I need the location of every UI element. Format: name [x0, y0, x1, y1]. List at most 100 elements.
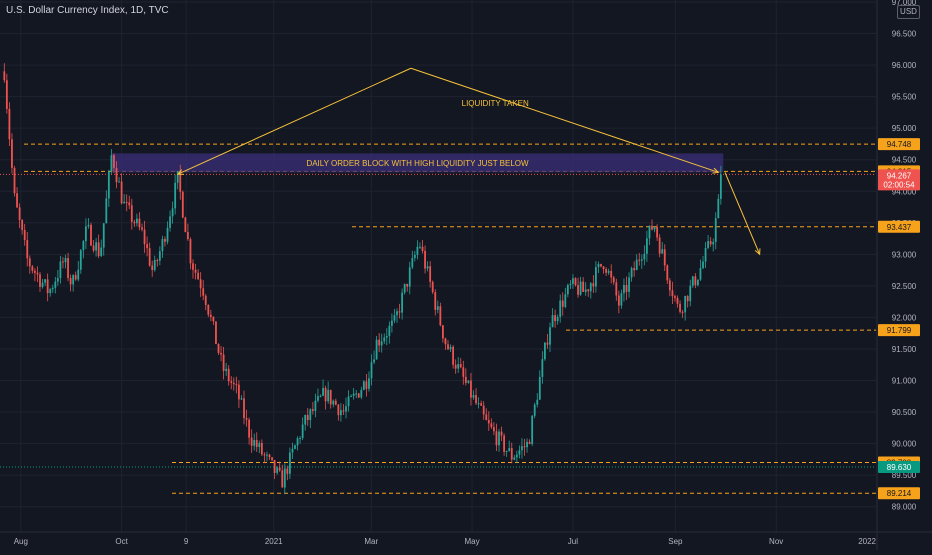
candle-body: [271, 457, 273, 461]
candle-body: [587, 289, 590, 292]
candle-body: [286, 468, 289, 474]
candle-body: [355, 393, 358, 395]
candle-body: [41, 282, 44, 287]
candle-body: [16, 193, 18, 208]
candle-body: [128, 202, 131, 206]
candle-body: [306, 414, 309, 421]
currency-badge[interactable]: USD: [897, 5, 920, 19]
candle-body: [498, 431, 500, 446]
candle-body: [133, 221, 136, 224]
candle-body: [130, 205, 133, 222]
candle-body: [100, 247, 103, 257]
y-tick-label: 92.000: [892, 313, 917, 322]
candle-body: [59, 261, 62, 278]
candle-body: [487, 419, 490, 424]
candle-body: [597, 263, 600, 268]
candle-body: [334, 400, 337, 405]
y-tick-label: 90.500: [892, 408, 917, 417]
candle-body: [278, 467, 281, 471]
candle-body: [215, 321, 217, 345]
x-tick-label: Mar: [364, 537, 378, 546]
countdown-label: 02:00:54: [883, 180, 915, 189]
candle-body: [304, 414, 307, 425]
candle-body: [158, 251, 161, 261]
time-axis[interactable]: Aug Oct 9 2021 Mar May Jul Sep Nov 2022: [0, 531, 932, 546]
drawings: LIQUIDITY TAKEN: [176, 67, 761, 256]
candle-body: [340, 410, 342, 416]
candle-body: [362, 381, 365, 390]
y-tick-label: 92.500: [892, 282, 917, 291]
candle-body: [620, 293, 623, 306]
candle-body: [431, 281, 434, 293]
candle-body: [3, 71, 6, 81]
candle-body: [536, 399, 539, 405]
candle-body: [345, 406, 347, 412]
candle-body: [148, 248, 151, 266]
candle-body: [554, 315, 557, 322]
candle-body: [615, 282, 618, 296]
candle-body: [23, 229, 26, 241]
candle-body: [39, 274, 41, 287]
candle-body: [227, 368, 230, 382]
y-tick-label: 95.000: [892, 124, 917, 133]
y-tick-label: 95.500: [892, 93, 917, 102]
candle-body: [291, 448, 294, 453]
candle-body: [452, 346, 455, 365]
candle-body: [523, 446, 526, 448]
candle-body: [184, 217, 187, 233]
candle-body: [564, 294, 567, 307]
candle-body: [31, 266, 34, 271]
candle-body: [617, 295, 620, 306]
candle-body: [628, 277, 630, 292]
candle-body: [217, 344, 220, 353]
candle-body: [113, 155, 115, 168]
candle-body: [79, 250, 82, 270]
candle-body: [260, 442, 263, 455]
candle-body: [589, 283, 592, 292]
candle-body: [475, 395, 477, 404]
candle-body: [633, 268, 636, 271]
candle-body: [120, 181, 123, 204]
candle-body: [314, 400, 317, 411]
candle-body: [493, 427, 495, 432]
candle-body: [197, 272, 200, 280]
candle-body: [34, 270, 36, 273]
candle-body: [143, 229, 146, 245]
candle-body: [408, 267, 411, 287]
candle-body: [485, 414, 488, 420]
arrow-head: [712, 167, 720, 174]
candle-body: [202, 288, 205, 296]
candle-body: [521, 446, 523, 451]
candle-body: [625, 285, 628, 292]
x-tick-label: May: [464, 537, 479, 546]
candle-body: [209, 314, 212, 317]
candle-body: [115, 167, 118, 183]
level-tag: [878, 324, 920, 337]
candle-body: [635, 259, 638, 271]
candle-body: [357, 393, 360, 398]
price-axis[interactable]: 89.000 89.500 90.000 90.500 91.000 91.500 92.0…: [876, 0, 932, 550]
level-tag-label: 94.748: [887, 140, 912, 149]
candle-body: [582, 281, 585, 292]
candle-body: [169, 216, 171, 228]
y-tick-label: 89.500: [892, 471, 917, 480]
candle-body: [436, 306, 439, 310]
candle-body: [125, 201, 128, 203]
candle-body: [365, 381, 368, 389]
candle-body: [5, 80, 8, 109]
candle-body: [426, 266, 429, 269]
candle-body: [360, 389, 363, 398]
x-tick-label: 2021: [265, 537, 283, 546]
order-block-zone: [111, 153, 724, 173]
candle-body: [495, 431, 498, 446]
prev-close-tag-label: 89.630: [887, 463, 912, 472]
candle-body: [107, 171, 110, 199]
candle-body: [378, 339, 381, 346]
candle-body: [319, 395, 322, 397]
candle-body: [612, 277, 615, 283]
candle-body: [518, 450, 521, 455]
candle-body: [717, 198, 720, 219]
candle-body: [666, 265, 669, 281]
candle-body: [253, 440, 256, 446]
